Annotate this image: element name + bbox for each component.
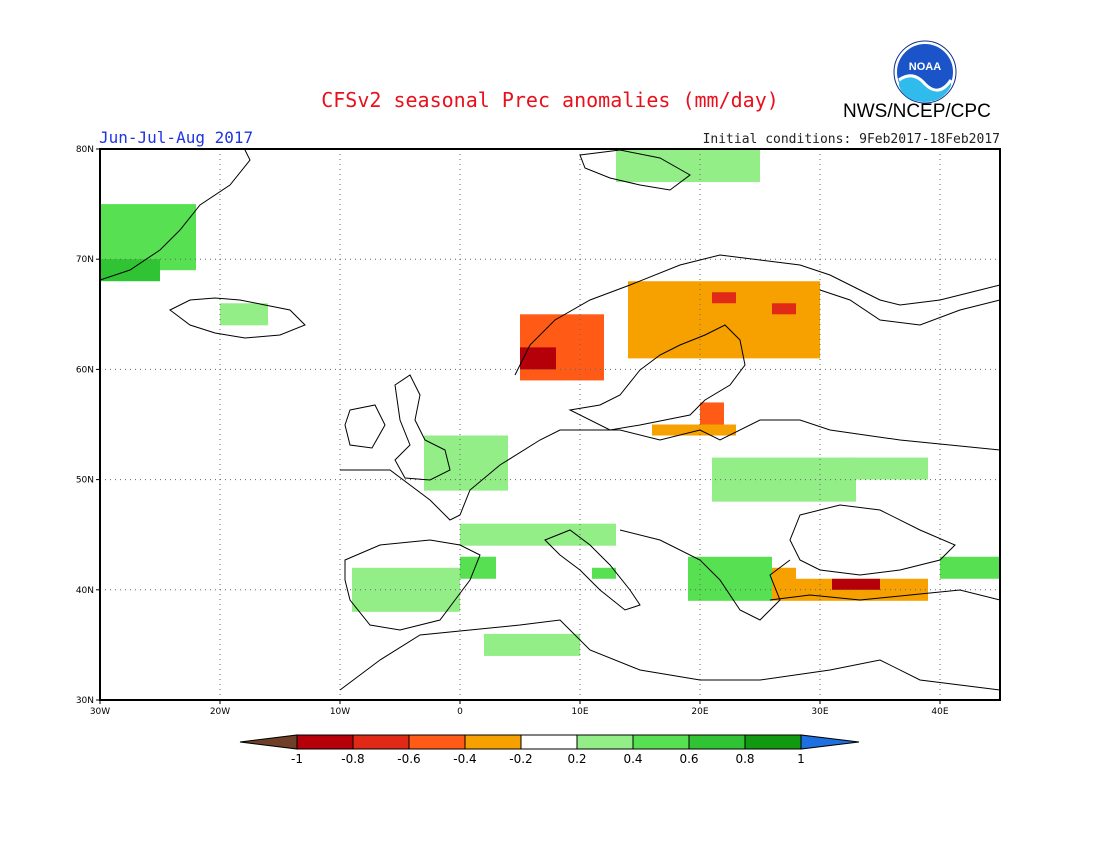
grid-layer (100, 149, 1000, 700)
anomaly-layer (100, 149, 1000, 656)
lat-tick-label: 50N (76, 476, 94, 486)
lon-tick-label: 20W (210, 707, 230, 717)
svg-text:NOAA: NOAA (909, 61, 941, 73)
lat-tick-label: 80N (76, 145, 94, 155)
coastline-balkans (619, 529, 791, 621)
anomaly-region (424, 435, 508, 491)
anomaly-region (652, 424, 736, 436)
anomaly-region (712, 292, 736, 304)
colorbar-segment (576, 734, 634, 750)
colorbar-high-arrow (800, 734, 860, 750)
colorbar-label: 0.4 (623, 752, 642, 766)
coastline-britain (394, 374, 451, 481)
coastline-north-africa (339, 619, 1000, 691)
lon-tick-label: 20E (691, 707, 708, 717)
latitude-ticks: 30N 40N 50N 60N 70N 80N (76, 145, 100, 706)
coastline-europe-mainland (340, 419, 1000, 521)
anomaly-region (940, 556, 1000, 579)
coastline-greenland (100, 149, 251, 281)
lon-tick-label: 30E (811, 707, 828, 717)
colorbar-segment (296, 734, 354, 750)
lon-tick-label: 10E (571, 707, 588, 717)
coastline-ireland (344, 404, 386, 449)
lon-tick-label: 30W (90, 707, 110, 717)
colorbar-label: -1 (291, 752, 303, 766)
anomaly-region (772, 567, 796, 601)
longitude-ticks: 30W 20W 10W 0 10E 20E 30E 40E (90, 700, 949, 717)
colorbar-label: 1 (797, 752, 805, 766)
anomaly-region (520, 347, 556, 370)
colorbar-segment (744, 734, 802, 750)
coastline-iberia (344, 539, 481, 631)
colorbar: -1 -0.8 -0.6 -0.4 -0.2 0.2 0.4 0.6 0.8 1 (239, 734, 860, 766)
anomaly-region (844, 457, 928, 480)
agency-label: NWS/NCEP/CPC (843, 101, 991, 122)
anomaly-region (772, 303, 796, 315)
anomaly-region (484, 633, 580, 656)
coastline-layer (100, 149, 1000, 691)
colorbar-segment (408, 734, 466, 750)
colorbar-segment (688, 734, 746, 750)
anomaly-region (460, 523, 616, 546)
coastline-svalbard (579, 149, 691, 191)
lon-tick-label: 10W (330, 707, 350, 717)
colorbar-segment (464, 734, 522, 750)
anomaly-region (688, 556, 772, 601)
lat-tick-label: 40N (76, 586, 94, 596)
colorbar-segment (520, 734, 578, 750)
colorbar-label: -0.2 (509, 752, 532, 766)
colorbar-label: -0.6 (397, 752, 420, 766)
lat-tick-label: 70N (76, 255, 94, 265)
colorbar-segment (352, 734, 410, 750)
anomaly-region (712, 457, 856, 502)
coastline-sweden (568, 324, 746, 431)
season-label: Jun-Jul-Aug 2017 (99, 128, 254, 147)
noaa-logo-icon: NOAA (893, 40, 957, 104)
colorbar-segment (632, 734, 690, 750)
colorbar-label: 0.6 (679, 752, 698, 766)
colorbar-label: 0.8 (735, 752, 754, 766)
initial-conditions-label: Initial conditions: 9Feb2017-18Feb2017 (702, 132, 1000, 147)
lon-tick-label: 0 (457, 707, 463, 717)
colorbar-low-arrow (239, 734, 298, 750)
anomaly-region (220, 303, 268, 326)
map-frame (99, 148, 1001, 701)
lat-tick-label: 60N (76, 365, 94, 375)
coastline-iceland (169, 297, 306, 339)
lon-tick-label: 40E (931, 707, 948, 717)
anomaly-region (832, 578, 880, 590)
colorbar-label: -0.8 (341, 752, 364, 766)
chart-title: CFSv2 seasonal Prec anomalies (mm/day) (321, 88, 779, 112)
colorbar-label: 0.2 (567, 752, 586, 766)
anomaly-region (460, 556, 496, 579)
coastline-scandinavia (514, 254, 1000, 376)
lat-tick-label: 30N (76, 696, 94, 706)
coastline-italy (544, 529, 641, 611)
anomaly-region (700, 402, 724, 425)
coastline-black-sea (789, 504, 956, 576)
coastline-turkey (769, 589, 1000, 601)
anomaly-region (592, 567, 616, 579)
colorbar-label: -0.4 (453, 752, 476, 766)
coastline-russia-north (819, 289, 1000, 326)
